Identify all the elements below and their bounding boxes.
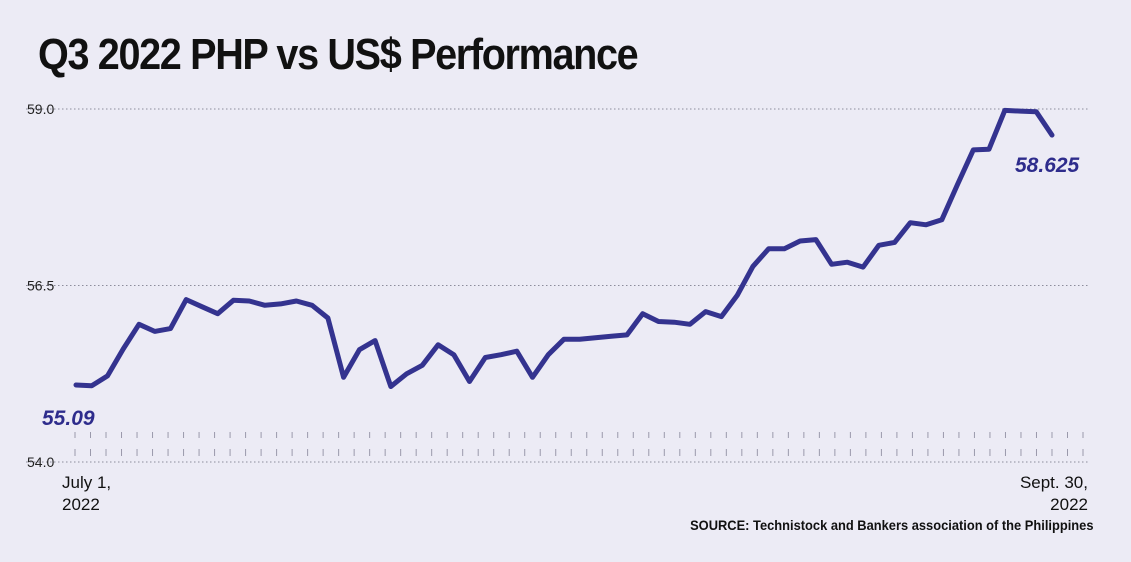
source-note: SOURCE: Technistock and Bankers associat… <box>689 517 1093 533</box>
data-label: 58.625 <box>1015 154 1080 177</box>
gridlines <box>26 108 1090 463</box>
y-tick-label: 59.0 <box>27 101 54 117</box>
x-tick-label: July 1, <box>62 473 111 492</box>
series-line <box>73 107 1055 389</box>
data-label: 55.09 <box>42 407 95 430</box>
x-axis: July 1, 2022 Sept. 30, 2022 <box>62 473 1088 514</box>
x-tick-label: Sept. 30, <box>1020 473 1088 492</box>
series <box>73 107 1055 389</box>
minor-ticks <box>74 432 1084 456</box>
annotations: 55.09 58.625 <box>42 154 1080 430</box>
y-axis: 54.0 56.5 59.0 <box>27 101 54 470</box>
x-tick-label: 2022 <box>1050 495 1088 514</box>
y-tick-label: 54.0 <box>27 454 54 470</box>
y-tick-label: 56.5 <box>27 278 54 294</box>
x-tick-label: 2022 <box>62 495 100 514</box>
chart-title: Q3 2022 PHP vs US$ Performance <box>38 30 639 79</box>
